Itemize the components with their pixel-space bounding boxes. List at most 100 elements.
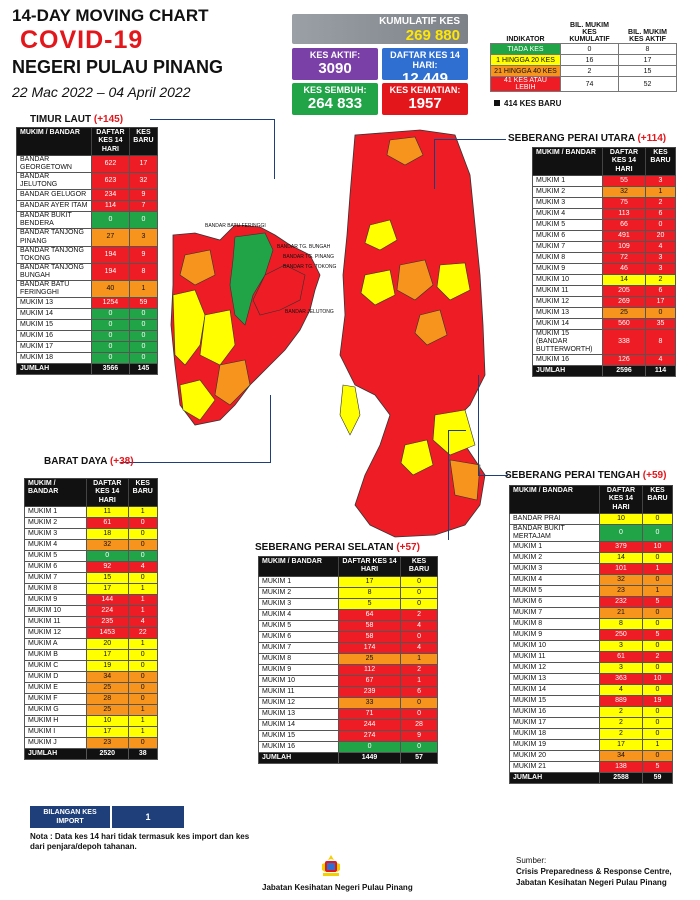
indicator-act: 15 [618,65,677,77]
new-cases-cell: 0 [127,649,159,662]
table-row: MUKIM 14 4 0 [509,684,674,697]
table-row: BANDAR AYER ITAM 114 7 [16,200,159,213]
table-header-row: MUKIM / BANDAR DAFTAR KES 14 HARI KES BARU [258,556,438,577]
cases-14day-cell: 112 [337,663,402,676]
new-cases-cell: 0 [127,671,159,684]
cases-14day-cell: 14 [602,274,646,287]
table-row: MUKIM 14 0 0 [16,307,159,320]
cases-14day-cell: 46 [602,263,646,276]
district-plus: (+114) [637,133,667,144]
new-cases-cell: 0 [641,728,674,741]
new-cases-cell: 2 [400,663,438,676]
new-cases-cell: 28 [400,718,438,731]
area-name-cell: MUKIM 4 [509,574,600,587]
table-row: MUKIM 10 3 0 [509,640,674,653]
area-name-cell: MUKIM H [24,715,87,728]
table-row: MUKIM 8 25 1 [258,652,438,665]
table-row: MUKIM 9 46 3 [532,263,677,276]
column-header: MUKIM / BANDAR [258,556,339,577]
total-label-cell: JUMLAH [258,751,339,764]
area-name-cell: MUKIM 6 [24,561,87,574]
area-name-cell: MUKIM 11 [258,685,339,698]
table-row: MUKIM 2 32 1 [532,186,677,199]
cases-14day-cell: 67 [337,674,402,687]
table-row: MUKIM 18 0 0 [16,351,159,364]
new-cases-cell: 0 [128,211,159,230]
table-row: MUKIM 3 18 0 [24,528,159,541]
new-cases-cell: 6 [644,285,677,298]
area-name-cell: MUKIM 9 [532,263,603,276]
table-total-row: JUMLAH 2520 38 [24,748,159,761]
kpi-cumulative: KUMULATIF KES 269 880 [292,14,468,44]
cases-14day-cell: 244 [337,718,402,731]
new-cases-cell: 0 [641,750,674,763]
district-map: BANDAR BATU FERINGGI BANDAR TG. BUNGAH B… [170,129,486,538]
table-row: MUKIM 13 25 0 [532,307,677,320]
total-value-cell: 1449 [337,751,402,764]
cases-14day-cell: 0 [91,340,130,353]
chart-title: 14-DAY MOVING CHART [12,6,209,25]
column-header: MUKIM / BANDAR [532,146,603,177]
area-name-cell: MUKIM 9 [258,663,339,676]
area-name-cell: MUKIM 6 [509,596,600,609]
area-name-cell: MUKIM 6 [258,630,339,643]
area-name-cell: MUKIM 3 [509,563,600,576]
table-row: MUKIM 8 17 1 [24,583,159,596]
area-name-cell: MUKIM C [24,660,87,673]
area-name-cell: MUKIM 12 [24,627,87,640]
new-cases-cell: 22 [127,627,159,640]
district-name: SEBERANG PERAI SELATAN [255,542,394,553]
indicator-cum: 2 [560,65,619,77]
leader-line-spu [434,139,435,189]
kpi-recovered-label: KES SEMBUH: [303,85,367,95]
area-name-cell: MUKIM 14 [16,307,92,320]
area-name-cell: BANDAR GEORGETOWN [16,155,92,174]
cases-14day-cell: 194 [91,262,130,281]
table-row: MUKIM 9 250 5 [509,629,674,642]
cases-14day-cell: 194 [91,245,130,264]
cases-14day-cell: 58 [337,630,402,643]
new-cases-cell: 0 [400,597,438,610]
new-cases-cell: 9 [400,729,438,742]
area-name-cell: BANDAR BUKIT BENDERA [16,211,92,230]
department-name: Jabatan Kesihatan Negeri Pulau Pinang [262,883,413,892]
table-row: MUKIM 5 23 1 [509,585,674,598]
source-line-1: Crisis Preparedness & Response Centre, [516,866,672,876]
area-name-cell: MUKIM 2 [509,552,600,565]
cases-14day-cell: 144 [86,594,129,607]
leader-line-spt [478,475,508,476]
cases-14day-cell: 10 [599,513,643,526]
new-cases-cell: 0 [641,706,674,719]
total-label-cell: JUMLAH [509,772,600,785]
new-cases-cell: 3 [644,175,677,188]
new-cases-cell: 20 [644,230,677,243]
new-cases-cell: 4 [400,641,438,654]
malaysia-crest-icon [322,855,340,876]
district-name: SEBERANG PERAI UTARA [508,133,635,144]
new-cases-cell: 1 [641,585,674,598]
table-row: MUKIM 20 34 0 [509,750,674,763]
new-cases-cell: 3 [644,263,677,276]
cases-14day-cell: 71 [337,707,402,720]
table-row: MUKIM 1 11 1 [24,506,159,519]
table-row: MUKIM 10 67 1 [258,674,438,687]
new-cases-cell: 0 [641,552,674,565]
cases-14day-cell: 234 [91,189,130,202]
cases-14day-cell: 19 [86,660,129,673]
area-name-cell: MUKIM 2 [258,586,339,599]
cases-14day-cell: 2 [599,706,643,719]
new-cases-cell: 19 [641,695,674,708]
table-row: MUKIM 12 33 0 [258,696,438,709]
import-label: BILANGAN KES IMPORT [30,806,110,828]
table-row: MUKIM 13 71 0 [258,707,438,720]
cases-14day-cell: 5 [337,597,402,610]
table-seberang-perai-utara: MUKIM / BANDAR DAFTAR KES 14 HARI KES BARU… [532,146,677,378]
table-row: MUKIM 6 491 20 [532,230,677,243]
title-barat-daya: BARAT DAYA (+38) [44,456,134,467]
area-name-cell: BANDAR JELUTONG [16,172,92,191]
title-sps: SEBERANG PERAI SELATAN (+57) [255,542,420,553]
new-cases-cell: 0 [641,717,674,730]
table-seberang-perai-selatan: MUKIM / BANDAR DAFTAR KES 14 HARI KES BARU… [258,556,438,764]
cases-14day-cell: 174 [337,641,402,654]
map-label-tg-pinang: BANDAR TG. PINANG [283,254,334,260]
